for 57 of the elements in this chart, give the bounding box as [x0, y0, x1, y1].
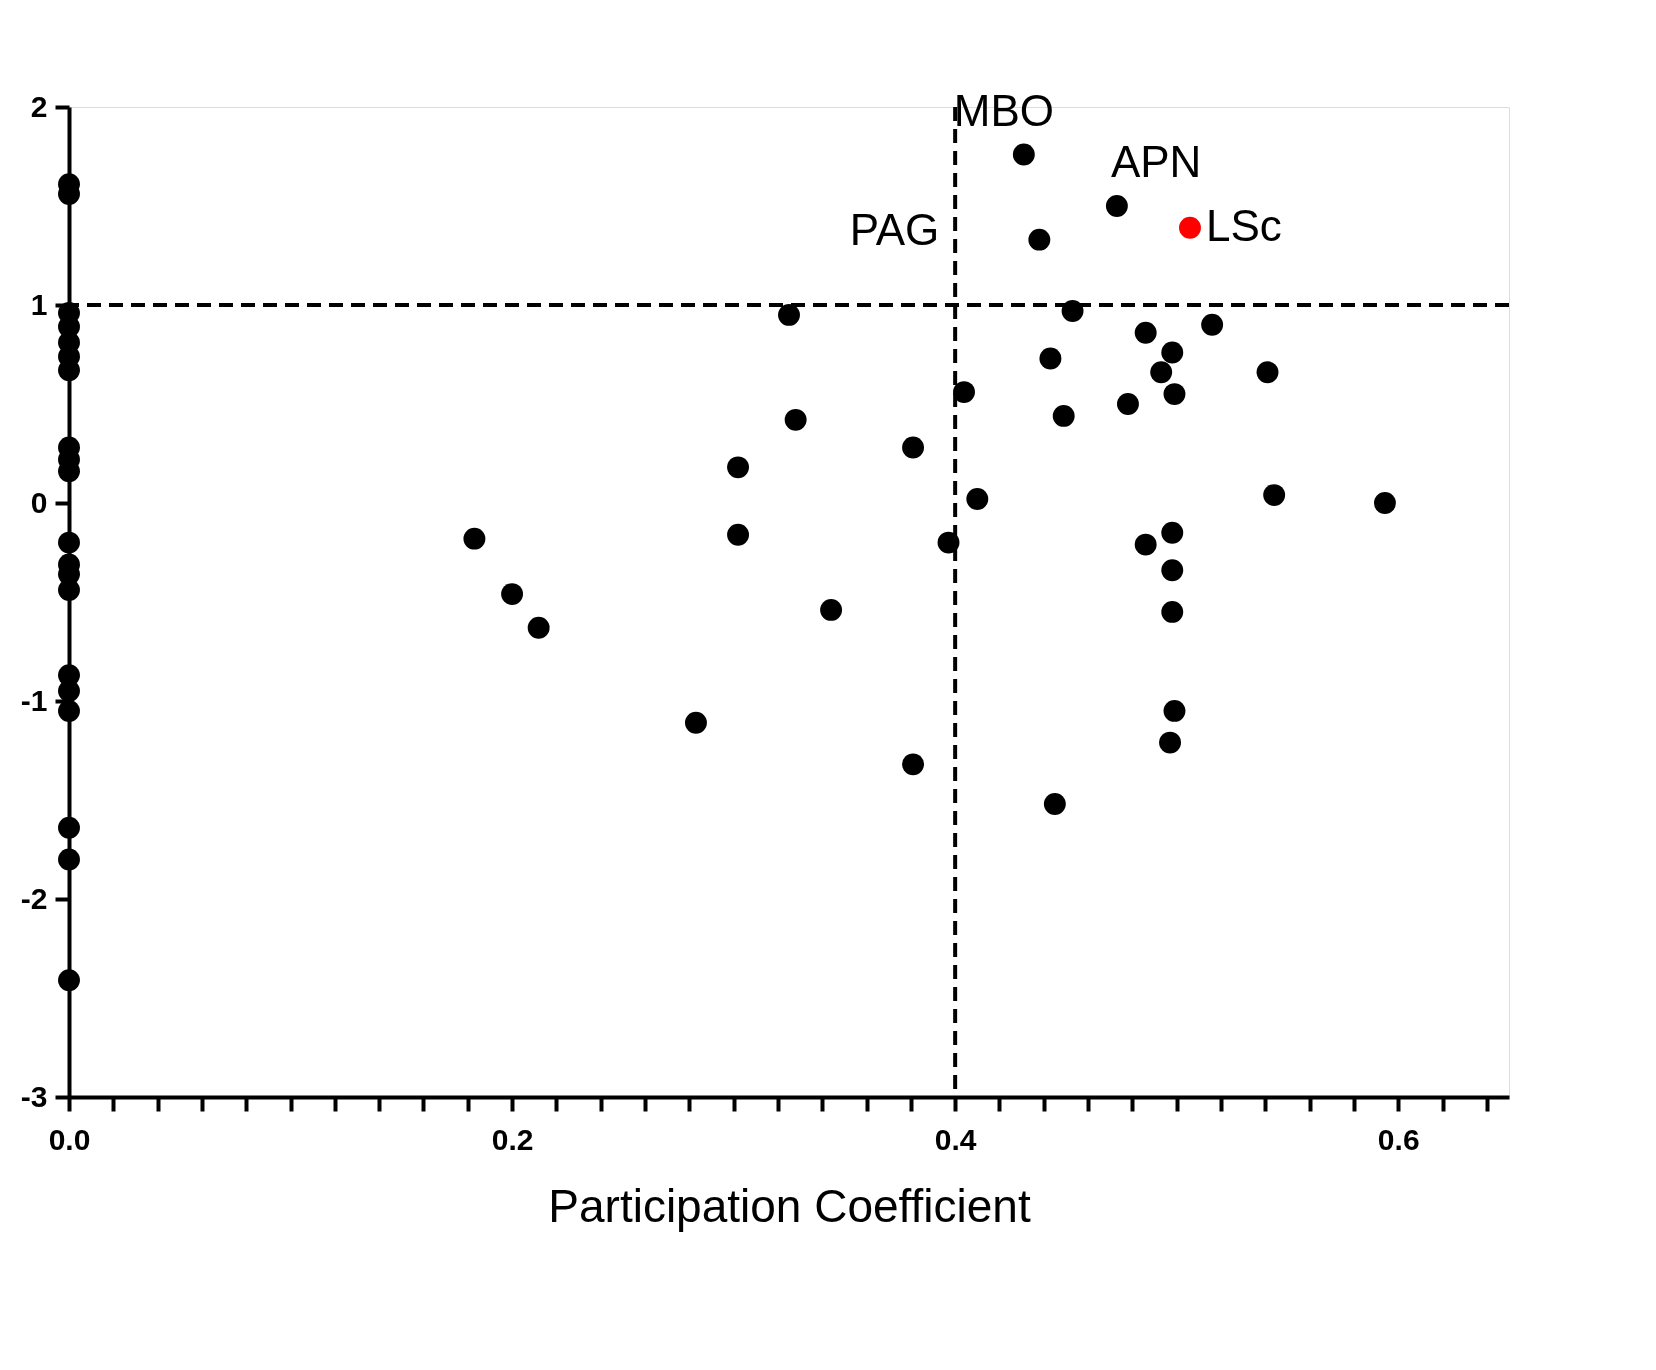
point: [1201, 313, 1224, 336]
point: [1028, 228, 1051, 251]
point: [1117, 393, 1139, 415]
point: [58, 699, 80, 722]
annotation: MBO: [953, 85, 1055, 135]
x-tick-label: 0.4: [934, 1122, 977, 1156]
point: [902, 436, 925, 459]
point: [463, 527, 486, 550]
point: [902, 753, 925, 776]
point: [727, 456, 749, 479]
point: [1256, 361, 1279, 384]
x-tick-label: 0.0: [48, 1122, 91, 1156]
point: [727, 523, 749, 546]
point: [1134, 321, 1157, 344]
point: [784, 408, 807, 431]
point: [501, 583, 524, 606]
point: [58, 531, 80, 554]
point: [58, 680, 80, 703]
point: [1159, 731, 1181, 754]
point: [1134, 533, 1157, 556]
point: [1150, 361, 1173, 384]
y-tick-label: -3: [20, 1079, 48, 1113]
x-tick-label: 0.2: [491, 1122, 534, 1156]
point: [1012, 143, 1035, 166]
point: [1161, 521, 1184, 544]
y-tick-label: 1: [30, 287, 48, 321]
point: [1161, 600, 1184, 623]
y-tick-label: 2: [30, 89, 48, 123]
annotation: PAG: [849, 204, 940, 254]
point: [1163, 699, 1186, 722]
point: [1263, 484, 1286, 507]
point: [1039, 347, 1062, 370]
y-tick-label: -1: [20, 683, 48, 717]
point: [58, 816, 80, 839]
point: [820, 598, 843, 621]
x-axis-title: Participation Coefficient: [548, 1179, 1031, 1232]
point: [1373, 492, 1396, 514]
y-tick-label: 0: [30, 485, 48, 519]
point: [778, 303, 800, 326]
x-tick-label: 0.6: [1377, 1122, 1420, 1156]
point: [1043, 793, 1066, 815]
point: [1161, 559, 1184, 582]
annotation: LSc: [1205, 200, 1282, 250]
y-tick-label: -2: [20, 881, 48, 915]
point: [1179, 216, 1201, 239]
point: [1161, 341, 1184, 364]
point: [527, 616, 550, 639]
point: [58, 848, 80, 871]
point: [1052, 404, 1075, 427]
point: [58, 969, 80, 992]
annotation: APN: [1110, 137, 1202, 186]
point: [966, 488, 989, 510]
point: [1105, 195, 1128, 217]
point: [58, 579, 80, 602]
point: [1163, 383, 1186, 406]
point: [685, 711, 707, 734]
point: [953, 381, 975, 404]
